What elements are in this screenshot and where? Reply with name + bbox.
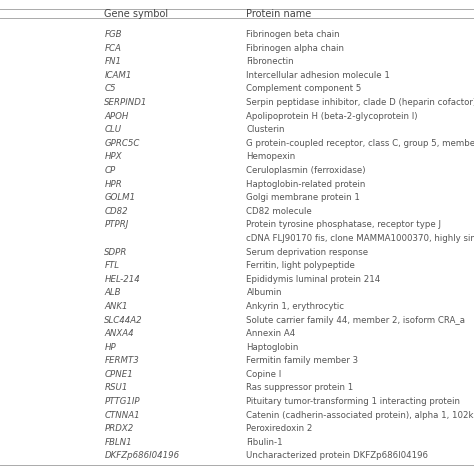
Text: PTPRJ: PTPRJ <box>104 220 128 229</box>
Text: PTTG1IP: PTTG1IP <box>104 397 140 406</box>
Text: CP: CP <box>104 166 116 175</box>
Text: DKFZp686I04196: DKFZp686I04196 <box>104 451 179 460</box>
Text: Intercellular adhesion molecule 1: Intercellular adhesion molecule 1 <box>246 71 391 80</box>
Text: Hemopexin: Hemopexin <box>246 153 296 162</box>
Text: Serum deprivation response: Serum deprivation response <box>246 247 369 256</box>
Text: HPX: HPX <box>104 153 122 162</box>
Text: Peroxiredoxin 2: Peroxiredoxin 2 <box>246 424 313 433</box>
Text: Annexin A4: Annexin A4 <box>246 329 296 338</box>
Text: Protein tyrosine phosphatase, receptor type J: Protein tyrosine phosphatase, receptor t… <box>246 220 441 229</box>
Text: FBLN1: FBLN1 <box>104 438 132 447</box>
Text: FN1: FN1 <box>104 57 121 66</box>
Text: Ceruloplasmin (ferroxidase): Ceruloplasmin (ferroxidase) <box>246 166 366 175</box>
Text: G protein-coupled receptor, class C, group 5, member C: G protein-coupled receptor, class C, gro… <box>246 139 474 148</box>
Text: SERPIND1: SERPIND1 <box>104 98 148 107</box>
Text: HP: HP <box>104 343 116 352</box>
Text: FCA: FCA <box>104 44 121 53</box>
Text: ANXA4: ANXA4 <box>104 329 134 338</box>
Text: CD82: CD82 <box>104 207 128 216</box>
Text: Pituitary tumor-transforming 1 interacting protein: Pituitary tumor-transforming 1 interacti… <box>246 397 460 406</box>
Text: C5: C5 <box>104 84 116 93</box>
Text: CLU: CLU <box>104 125 121 134</box>
Text: Fibronectin: Fibronectin <box>246 57 294 66</box>
Text: Catenin (cadherin-associated protein), alpha 1, 102kDa: Catenin (cadherin-associated protein), a… <box>246 410 474 419</box>
Text: Haptoglobin: Haptoglobin <box>246 343 299 352</box>
Text: CTNNA1: CTNNA1 <box>104 410 140 419</box>
Text: cDNA FLJ90170 fis, clone MAMMA1000370, highly similar to Ig alpha-: cDNA FLJ90170 fis, clone MAMMA1000370, h… <box>246 234 474 243</box>
Text: APOH: APOH <box>104 112 128 120</box>
Text: ANK1: ANK1 <box>104 302 128 311</box>
Text: FGB: FGB <box>104 30 122 39</box>
Text: Uncharacterized protein DKFZp686I04196: Uncharacterized protein DKFZp686I04196 <box>246 451 428 460</box>
Text: CPNE1: CPNE1 <box>104 370 133 379</box>
Text: FERMT3: FERMT3 <box>104 356 139 365</box>
Text: Epididymis luminal protein 214: Epididymis luminal protein 214 <box>246 275 381 284</box>
Text: Haptoglobin-related protein: Haptoglobin-related protein <box>246 180 366 189</box>
Text: Ras suppressor protein 1: Ras suppressor protein 1 <box>246 383 354 392</box>
Text: Serpin peptidase inhibitor, clade D (heparin cofactor), member 1: Serpin peptidase inhibitor, clade D (hep… <box>246 98 474 107</box>
Text: Albumin: Albumin <box>246 288 282 297</box>
Text: HPR: HPR <box>104 180 122 189</box>
Text: ALB: ALB <box>104 288 121 297</box>
Text: Solute carrier family 44, member 2, isoform CRA_a: Solute carrier family 44, member 2, isof… <box>246 316 465 325</box>
Text: Fibulin-1: Fibulin-1 <box>246 438 283 447</box>
Text: SDPR: SDPR <box>104 247 128 256</box>
Text: Copine I: Copine I <box>246 370 282 379</box>
Text: SLC44A2: SLC44A2 <box>104 316 143 325</box>
Text: Fibrinogen alpha chain: Fibrinogen alpha chain <box>246 44 345 53</box>
Text: Apolipoprotein H (beta-2-glycoprotein I): Apolipoprotein H (beta-2-glycoprotein I) <box>246 112 418 120</box>
Text: HEL-214: HEL-214 <box>104 275 140 284</box>
Text: RSU1: RSU1 <box>104 383 128 392</box>
Text: Ferritin, light polypeptide: Ferritin, light polypeptide <box>246 261 356 270</box>
Text: Complement component 5: Complement component 5 <box>246 84 362 93</box>
Text: Ankyrin 1, erythrocytic: Ankyrin 1, erythrocytic <box>246 302 345 311</box>
Text: ICAM1: ICAM1 <box>104 71 132 80</box>
Text: GPRC5C: GPRC5C <box>104 139 140 148</box>
Text: FTL: FTL <box>104 261 119 270</box>
Text: Protein name: Protein name <box>246 9 312 19</box>
Text: CD82 molecule: CD82 molecule <box>246 207 312 216</box>
Text: Golgi membrane protein 1: Golgi membrane protein 1 <box>246 193 360 202</box>
Text: GOLM1: GOLM1 <box>104 193 136 202</box>
Text: Clusterin: Clusterin <box>246 125 285 134</box>
Text: Fermitin family member 3: Fermitin family member 3 <box>246 356 359 365</box>
Text: Fibrinogen beta chain: Fibrinogen beta chain <box>246 30 340 39</box>
Text: PRDX2: PRDX2 <box>104 424 134 433</box>
Text: Gene symbol: Gene symbol <box>104 9 168 19</box>
